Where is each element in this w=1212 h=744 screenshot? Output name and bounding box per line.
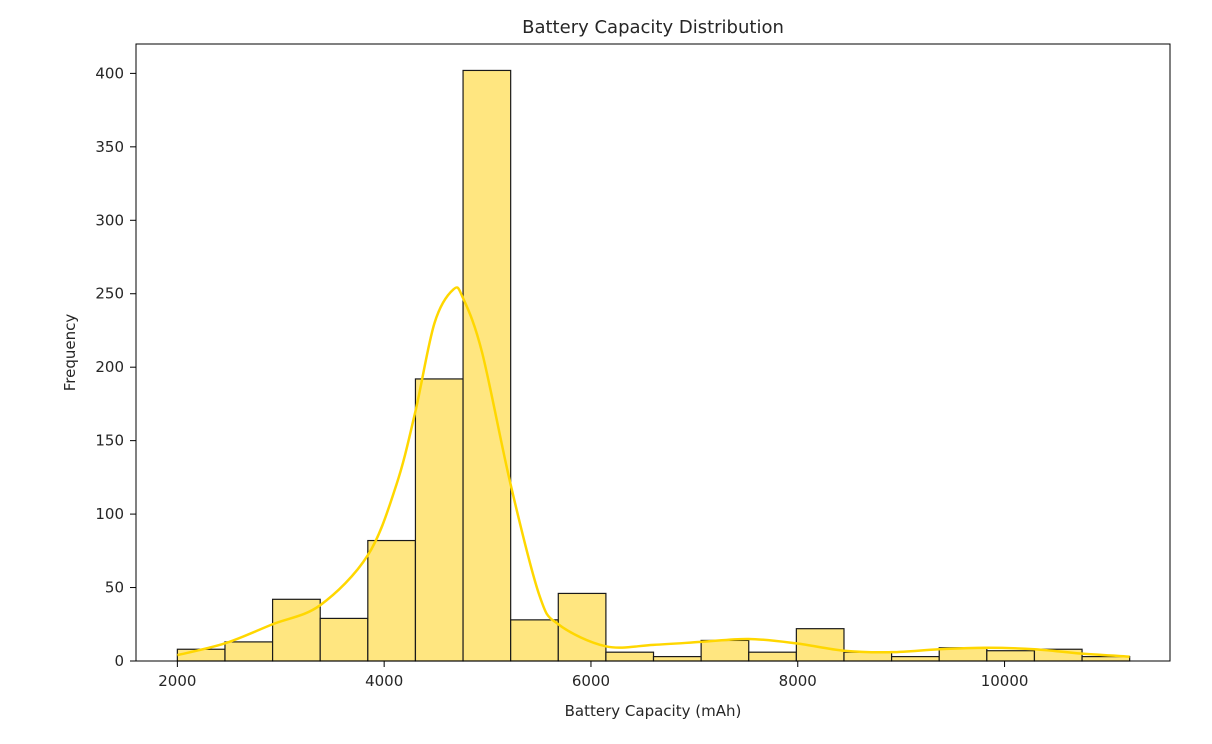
y-tick-label: 200 <box>95 358 124 376</box>
y-tick-label: 350 <box>95 138 124 156</box>
y-tick-label: 0 <box>114 652 124 670</box>
histogram-bar <box>557 592 607 662</box>
histogram-bar <box>224 641 274 662</box>
x-tick-label: 10000 <box>981 672 1029 690</box>
x-axis-label: Battery Capacity (mAh) <box>565 702 742 720</box>
kde-curve <box>177 286 1130 658</box>
x-tick-label: 8000 <box>779 672 817 690</box>
x-tick-label: 2000 <box>158 672 196 690</box>
histogram-bar <box>367 539 417 662</box>
x-tick-label: 6000 <box>572 672 610 690</box>
bars-group <box>176 69 1131 662</box>
y-tick-label: 100 <box>95 505 124 523</box>
histogram-bar <box>890 655 940 662</box>
histogram-bar <box>319 617 369 662</box>
histogram-bar <box>986 650 1036 662</box>
histogram-bar <box>843 651 893 662</box>
histogram-bar <box>176 648 226 662</box>
histogram-bar <box>700 639 750 662</box>
y-axis-ticks: 0 50 100 150 200 250 300 350 400 <box>95 64 136 670</box>
y-tick-label: 400 <box>95 64 124 82</box>
y-axis-label: Frequency <box>61 314 79 392</box>
histogram-bar <box>748 651 797 662</box>
histogram-bar <box>414 378 464 662</box>
y-tick-label: 150 <box>95 432 124 450</box>
x-axis-ticks: 2000 4000 6000 8000 10000 <box>158 661 1028 690</box>
histogram-bar <box>652 655 702 662</box>
kde-group <box>177 286 1130 658</box>
histogram-bar <box>462 69 512 662</box>
chart-title: Battery Capacity Distribution <box>522 17 784 38</box>
histogram-bar <box>605 651 655 662</box>
y-tick-label: 250 <box>95 285 124 303</box>
y-tick-label: 300 <box>95 211 124 229</box>
plot-frame <box>135 43 1171 662</box>
histogram-bar <box>510 619 559 662</box>
x-tick-label: 4000 <box>365 672 403 690</box>
y-tick-label: 50 <box>105 579 124 597</box>
